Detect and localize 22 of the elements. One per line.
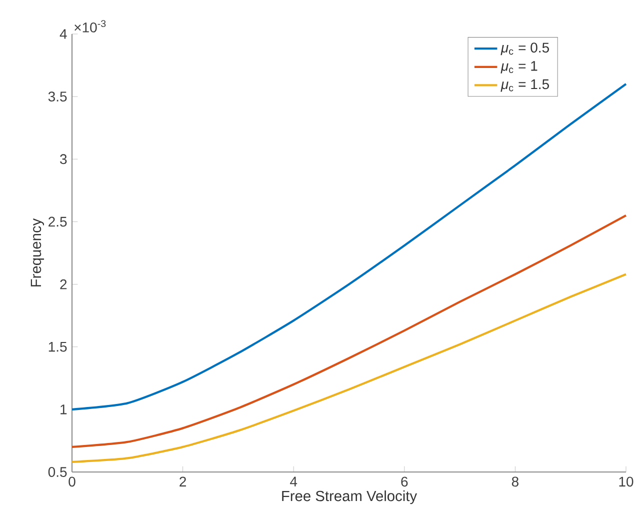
line-series bbox=[70, 214, 628, 448]
x-tick-label: 6 bbox=[401, 476, 408, 487]
y-tick-label: 2 bbox=[60, 279, 67, 290]
y-tick-label: 3.5 bbox=[48, 92, 67, 102]
x-tick-label: 4 bbox=[290, 476, 298, 486]
x-tick-label: 10 bbox=[619, 476, 634, 487]
y-axis-title: Frequency bbox=[30, 218, 44, 286]
y-tick-label: 1 bbox=[60, 404, 67, 414]
x-tick-label: 2 bbox=[180, 476, 186, 486]
legend-label: μ$_{c}$ = 1.5 bbox=[500, 79, 549, 92]
legend-label: μ$_{c}$ = 0.5 bbox=[500, 42, 549, 56]
y-tick-label: 4 bbox=[60, 29, 67, 39]
y-tick-label: 1.5 bbox=[48, 342, 67, 352]
x-axis-title: Free Stream Velocity bbox=[282, 490, 418, 504]
y-tick-label: 0.5 bbox=[48, 467, 67, 477]
x-tick-label: 8 bbox=[512, 476, 518, 487]
legend-label: μ$_{c}$ = 1 bbox=[500, 61, 538, 74]
text: ×10$^{-3}$ bbox=[74, 20, 106, 32]
y-tick-label: 2.5 bbox=[48, 216, 67, 227]
x-tick-label: 0 bbox=[68, 476, 76, 487]
line-series bbox=[70, 273, 628, 464]
y-tick-label: 3 bbox=[60, 154, 67, 164]
